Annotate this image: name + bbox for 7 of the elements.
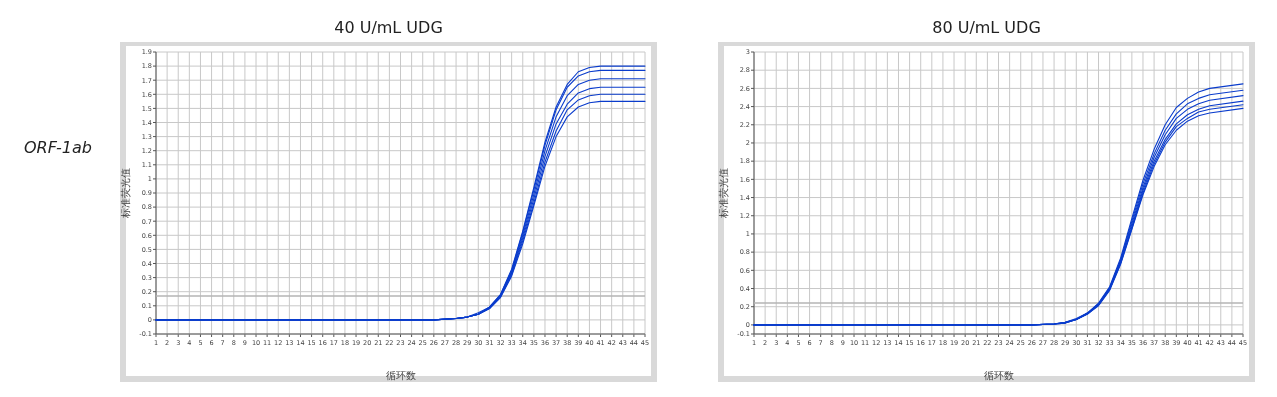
text: ORF-1ab [24, 138, 92, 157]
x-axis-title: 循环数 [385, 370, 416, 381]
y-axis-title: 标准荧光值 [718, 168, 729, 219]
chart-title: 40 U/mL UDG [334, 18, 443, 37]
x-axis-title: 循环数 [983, 370, 1014, 381]
chart-title: 80 U/mL UDG [932, 18, 1041, 37]
y-axis-title: 标准荧光值 [120, 168, 131, 219]
